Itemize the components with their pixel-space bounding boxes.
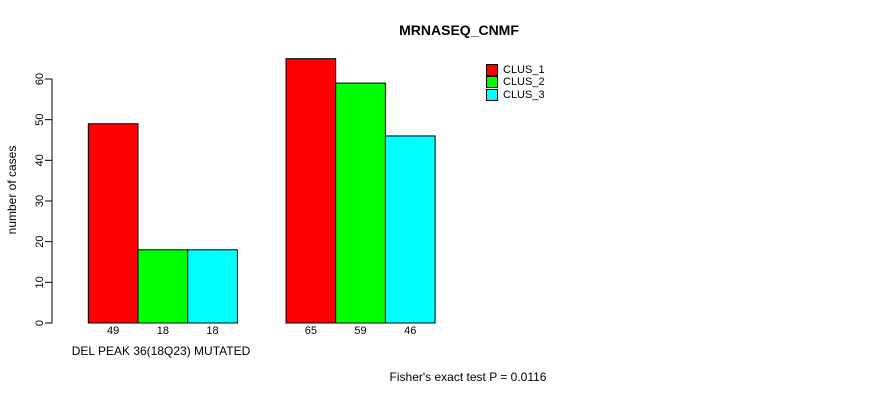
bar-clus_1-group1 [87,123,139,324]
bar-clus_1-group2 [285,58,337,324]
y-axis-label: number of cases [5,146,19,235]
legend-label-clus2: CLUS_2 [503,76,545,89]
chart-title: MRNASEQ_CNMF [399,22,519,38]
y-tick-label: 40 [34,154,46,166]
bar-clus_3-group1 [187,249,238,324]
y-tick-label: 50 [34,114,46,126]
bar-clus_2-group2 [335,82,386,324]
bar-value-label: 65 [305,325,317,337]
bar-value-label: 18 [206,325,218,337]
legend-item-clus3: CLUS_3 [486,89,545,101]
plot-area: 0 10 20 30 40 50 60 49 65 18 59 18 46 [34,58,436,337]
bar-value-label: 18 [157,325,169,337]
legend-label-clus1: CLUS_1 [503,64,545,76]
legend-swatch-clus1 [486,64,498,77]
legend-item-clus1: CLUS_1 [486,64,545,77]
bar-value-label: 59 [354,325,366,337]
bar-value-label: 46 [404,325,416,337]
legend-label-clus3: CLUS_3 [503,88,545,101]
x-axis-label: DEL PEAK 36(18Q23) MUTATED [72,344,251,358]
y-tick-label: 60 [34,73,46,85]
y-tick-label: 20 [34,236,46,248]
legend-swatch-clus3 [486,88,498,101]
bar-clus_2-group1 [137,249,189,324]
bar-value-label: 49 [107,325,119,337]
y-tick-label: 0 [34,320,46,326]
legend-item-clus2: CLUS_2 [486,76,545,89]
legend: CLUS_1 CLUS_2 CLUS_3 [486,64,545,101]
y-tick-label: 30 [34,195,46,207]
y-tick-label: 10 [34,276,46,288]
legend-swatch-clus2 [486,76,498,89]
bar-clus_3-group2 [384,135,436,324]
fisher-test-annotation: Fisher's exact test P = 0.0116 [390,370,547,384]
